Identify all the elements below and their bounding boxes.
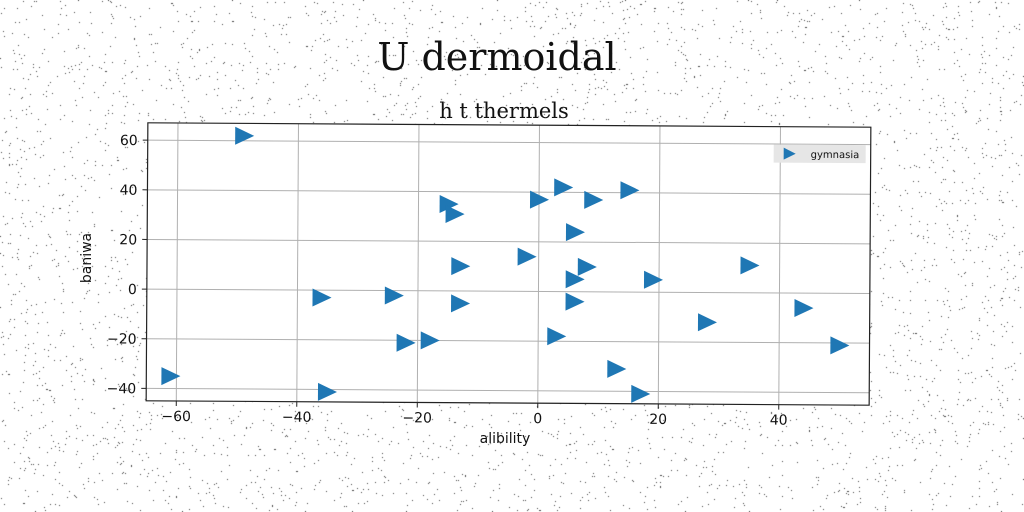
axis-ticks: −60 −40 −20 0 20 40 60 40 20 0 −20 −40 (107, 133, 788, 429)
x-tick-label: 0 (533, 411, 542, 427)
data-point (445, 204, 465, 223)
legend-marker (783, 147, 796, 160)
y-grid-line (146, 288, 870, 295)
data-point (631, 384, 651, 403)
data-point (565, 292, 585, 311)
data-point (697, 313, 717, 332)
data-point (577, 257, 597, 276)
x-grid-line (416, 124, 420, 403)
data-point (830, 336, 850, 355)
plot-area (146, 122, 871, 406)
y-tick-label: 60 (120, 133, 138, 149)
data-point (439, 195, 459, 214)
data-point (794, 298, 814, 317)
data-point (517, 247, 537, 266)
x-grid-line (657, 125, 661, 404)
data-point (565, 223, 585, 242)
x-tick-label: −60 (161, 409, 191, 425)
data-point (161, 367, 181, 386)
y-tick-label: 20 (119, 232, 137, 248)
data-points (161, 126, 850, 403)
legend-label: gymnasia (811, 150, 860, 161)
data-point (740, 256, 760, 275)
x-tick-label: −40 (282, 410, 312, 426)
data-point (451, 257, 471, 276)
y-tick-label: −20 (107, 331, 137, 347)
y-axis-label: baniwa (79, 233, 95, 283)
y-tick-label: 0 (128, 282, 137, 298)
y-grid-line (147, 238, 871, 245)
data-point (420, 331, 440, 350)
y-tick-label: 40 (120, 183, 138, 199)
data-point (554, 178, 574, 197)
x-axis-label: alibility (480, 431, 531, 447)
x-tick-label: 40 (770, 413, 788, 429)
data-point (396, 333, 416, 352)
y-grid-line (147, 189, 871, 195)
x-tick-label: −20 (402, 410, 432, 426)
data-point (235, 126, 255, 145)
data-point (317, 382, 337, 401)
data-point (565, 270, 585, 289)
data-point (451, 294, 471, 313)
data-point (643, 270, 664, 289)
legend: gymnasia (773, 144, 866, 164)
x-grid-line (296, 123, 299, 402)
plot-frame (145, 122, 872, 406)
y-tick-label: −40 (107, 381, 137, 397)
legend-box (773, 144, 866, 164)
data-point (607, 359, 627, 378)
x-tick-label: 20 (649, 412, 667, 428)
y-grid-line (146, 338, 870, 344)
x-grid-line (175, 122, 179, 401)
chart-subtitle: h t thermels (439, 99, 569, 123)
data-point (529, 190, 550, 209)
y-grid-line (147, 139, 871, 146)
chart-title: U dermoidal (377, 35, 616, 79)
data-point (384, 286, 404, 305)
data-point (620, 181, 640, 200)
grid (146, 122, 871, 405)
x-grid-line (778, 126, 781, 405)
data-point (584, 190, 604, 209)
data-point (547, 327, 567, 346)
data-point (312, 288, 332, 307)
y-grid-line (146, 387, 870, 394)
x-grid-line (537, 125, 540, 404)
